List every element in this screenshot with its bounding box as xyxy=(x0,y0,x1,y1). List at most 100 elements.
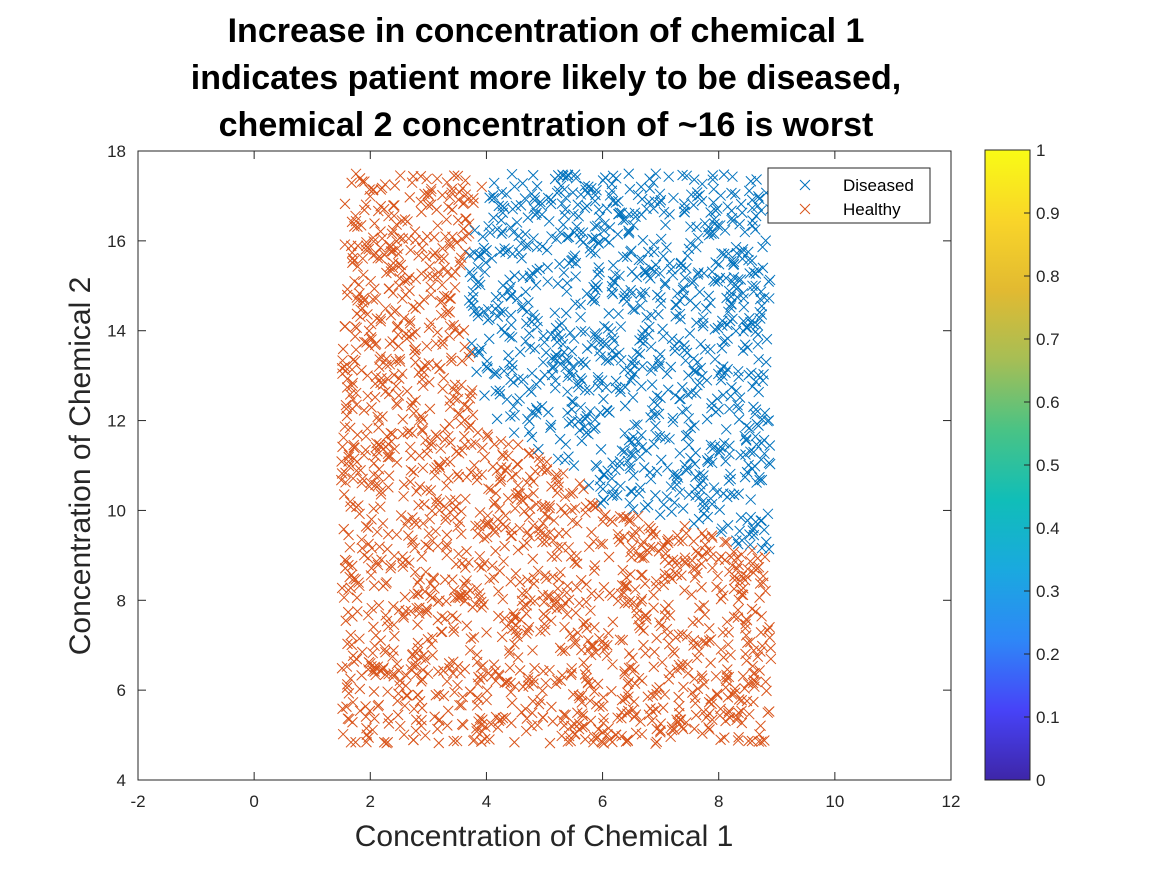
healthy-marker xyxy=(370,630,382,641)
healthy-marker xyxy=(498,555,509,567)
healthy-marker xyxy=(733,731,745,743)
healthy-marker xyxy=(457,719,469,731)
healthy-marker xyxy=(733,594,745,606)
diseased-marker xyxy=(583,479,595,491)
healthy-marker xyxy=(399,591,411,603)
colorbar-tick-label: 0 xyxy=(1036,771,1045,790)
healthy-marker xyxy=(641,613,652,625)
diseased-marker xyxy=(484,227,496,239)
colorbar-tick-label: 0.5 xyxy=(1036,456,1060,475)
diseased-marker xyxy=(580,413,591,425)
diseased-marker xyxy=(708,482,720,493)
healthy-marker xyxy=(473,588,485,599)
healthy-marker xyxy=(739,683,751,694)
healthy-marker xyxy=(436,189,448,201)
legend-box xyxy=(767,167,931,224)
healthy-marker xyxy=(655,620,667,632)
healthy-marker xyxy=(532,719,543,731)
diseased-marker xyxy=(610,172,622,184)
diseased-marker xyxy=(563,417,575,429)
healthy-marker xyxy=(376,554,387,566)
healthy-marker xyxy=(476,719,487,731)
legend-x-healthy xyxy=(799,203,811,215)
diseased-marker xyxy=(748,267,760,278)
healthy-marker xyxy=(514,664,526,676)
healthy-marker xyxy=(743,735,754,747)
healthy-marker xyxy=(566,667,577,679)
healthy-marker xyxy=(401,333,413,344)
healthy-marker xyxy=(521,477,533,489)
healthy-marker xyxy=(699,531,711,543)
diseased-marker xyxy=(562,169,574,181)
healthy-marker xyxy=(369,218,380,229)
healthy-marker xyxy=(654,617,665,628)
diseased-marker xyxy=(740,449,751,460)
diseased-marker xyxy=(717,370,728,382)
diseased-marker xyxy=(471,366,482,378)
diseased-marker xyxy=(651,289,663,301)
diseased-marker xyxy=(753,191,764,202)
diseased-marker xyxy=(541,244,553,256)
diseased-marker xyxy=(744,539,756,551)
diseased-marker xyxy=(709,276,721,287)
healthy-marker xyxy=(732,735,744,746)
diseased-marker xyxy=(601,203,613,214)
healthy-marker xyxy=(541,573,552,585)
healthy-marker xyxy=(489,496,501,508)
diseased-marker xyxy=(746,255,758,266)
healthy-marker xyxy=(493,670,505,682)
diseased-marker xyxy=(645,341,657,353)
healthy-marker xyxy=(512,631,523,643)
healthy-marker xyxy=(405,244,416,256)
healthy-marker xyxy=(541,465,552,477)
healthy-marker xyxy=(426,638,437,650)
diseased-marker xyxy=(735,512,747,524)
healthy-marker xyxy=(360,244,372,255)
healthy-marker xyxy=(443,201,454,213)
healthy-marker xyxy=(474,592,486,604)
healthy-marker xyxy=(439,434,451,446)
healthy-marker xyxy=(378,203,390,215)
healthy-marker xyxy=(430,338,442,350)
healthy-marker xyxy=(479,721,491,733)
healthy-marker xyxy=(521,713,533,724)
healthy-marker xyxy=(412,689,423,701)
healthy-marker xyxy=(659,540,670,552)
diseased-marker xyxy=(734,525,745,537)
diseased-marker xyxy=(685,452,696,464)
diseased-marker xyxy=(506,332,518,343)
healthy-marker xyxy=(417,664,429,676)
healthy-marker xyxy=(385,560,397,571)
healthy-marker xyxy=(528,476,539,487)
healthy-marker xyxy=(569,635,581,647)
diseased-marker xyxy=(757,375,769,387)
healthy-marker xyxy=(424,513,436,525)
healthy-marker xyxy=(351,592,363,604)
healthy-marker xyxy=(448,622,459,634)
diseased-marker xyxy=(632,189,644,201)
healthy-marker xyxy=(736,694,748,706)
diseased-marker xyxy=(730,325,742,337)
diseased-marker xyxy=(705,493,717,504)
healthy-marker xyxy=(552,541,563,553)
diseased-marker xyxy=(552,453,564,465)
healthy-marker xyxy=(382,712,394,724)
healthy-marker xyxy=(682,667,694,679)
diseased-marker xyxy=(710,406,722,418)
healthy-marker xyxy=(764,632,776,643)
healthy-marker xyxy=(431,359,443,371)
diseased-marker xyxy=(740,322,752,333)
healthy-marker xyxy=(612,595,624,607)
healthy-marker xyxy=(651,575,662,587)
healthy-marker xyxy=(347,394,359,405)
diseased-marker xyxy=(494,306,506,318)
healthy-marker xyxy=(349,355,361,367)
diseased-marker xyxy=(711,203,723,214)
diseased-marker xyxy=(632,419,643,430)
diseased-marker xyxy=(722,333,734,344)
healthy-marker xyxy=(717,590,729,602)
healthy-marker xyxy=(346,380,358,392)
healthy-marker xyxy=(337,703,348,715)
healthy-marker xyxy=(425,317,437,329)
healthy-marker xyxy=(720,715,731,727)
